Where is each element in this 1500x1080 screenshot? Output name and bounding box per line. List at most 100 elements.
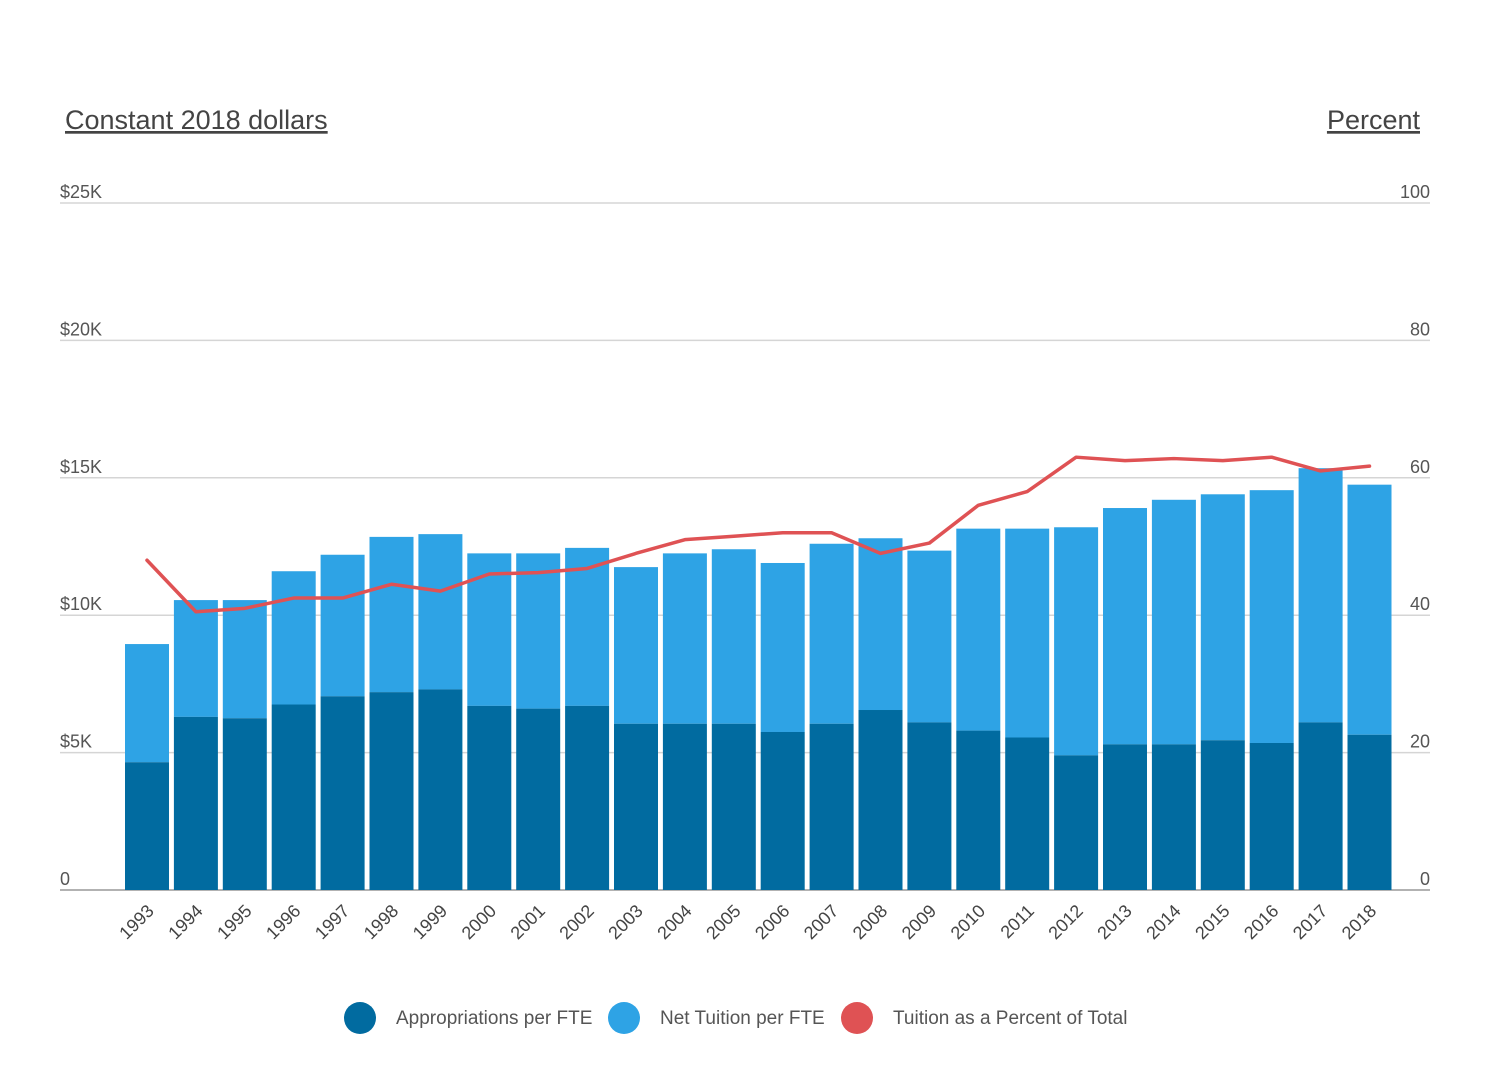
bar-net-tuition xyxy=(516,553,561,709)
line-tuition-percent xyxy=(145,455,1372,614)
bar-appropriations xyxy=(1054,755,1099,890)
right-tick-label: 40 xyxy=(1410,594,1430,614)
bar-appropriations xyxy=(1200,740,1245,890)
left-axis-ticks: 0 $5K $10K $15K $20K $25K xyxy=(60,182,102,889)
legend-marker xyxy=(608,1002,640,1034)
left-tick-label: 0 xyxy=(60,869,70,889)
legend-label: Appropriations per FTE xyxy=(396,1008,592,1029)
bar-appropriations xyxy=(662,723,707,890)
bar-appropriations xyxy=(516,708,561,890)
bar-appropriations xyxy=(956,730,1001,890)
x-tick-label: 2010 xyxy=(947,901,989,943)
bar-net-tuition xyxy=(956,528,1001,731)
x-tick-label: 2014 xyxy=(1142,901,1184,943)
bar-net-tuition xyxy=(1054,527,1099,756)
bar-net-tuition xyxy=(614,567,658,724)
x-tick-label: 2011 xyxy=(997,901,1039,943)
x-tick-label: 2018 xyxy=(1338,901,1380,943)
bar-appropriations xyxy=(418,689,463,890)
bar-appropriations xyxy=(222,718,267,890)
x-tick-label: 1999 xyxy=(409,901,451,943)
bar-appropriations xyxy=(369,692,414,890)
bar-appropriations xyxy=(711,723,756,890)
left-tick-label: $25K xyxy=(60,182,102,202)
bar-appropriations xyxy=(565,705,610,890)
bar-appropriations xyxy=(614,723,658,890)
bar-net-tuition xyxy=(809,543,854,724)
bar-appropriations xyxy=(1005,737,1050,890)
bar-net-tuition xyxy=(711,549,756,724)
legend: Appropriations per FTE Net Tuition per FT… xyxy=(344,1002,1127,1034)
right-tick-label: 80 xyxy=(1410,319,1430,339)
x-tick-label: 2016 xyxy=(1240,901,1282,943)
left-tick-label: $10K xyxy=(60,594,102,614)
right-tick-label: 60 xyxy=(1410,457,1430,477)
x-tick-label: 1997 xyxy=(311,901,353,943)
bar-appropriations xyxy=(809,723,854,890)
bar-net-tuition xyxy=(1200,494,1245,741)
x-tick-label: 2009 xyxy=(898,901,940,943)
bar-appropriations xyxy=(1151,744,1196,890)
bar-appropriations xyxy=(1298,722,1343,890)
x-tick-label: 2000 xyxy=(458,901,500,943)
bar-appropriations xyxy=(467,705,512,890)
bar-appropriations xyxy=(1249,742,1294,890)
x-tick-label: 2013 xyxy=(1093,901,1135,943)
left-tick-label: $20K xyxy=(60,319,102,339)
right-axis-title: Percent xyxy=(1327,105,1421,135)
x-axis-labels: 1993 1994 1995 1996 1997 1998 1999 2000 2001 2002… xyxy=(115,901,1380,943)
x-tick-label: 1995 xyxy=(213,901,255,943)
percent-line-series xyxy=(145,455,1372,614)
bar-net-tuition xyxy=(271,571,316,705)
bar-net-tuition xyxy=(1103,508,1147,745)
x-tick-label: 2003 xyxy=(604,901,646,943)
bar-appropriations xyxy=(125,762,169,890)
bar-appropriations xyxy=(760,731,805,890)
legend-label: Net Tuition per FTE xyxy=(660,1008,825,1029)
bar-appropriations xyxy=(271,704,316,890)
bar-net-tuition xyxy=(907,550,952,723)
right-axis-ticks: 0 20 40 60 80 100 xyxy=(1400,182,1430,889)
left-tick-label: $5K xyxy=(60,732,92,752)
bar-net-tuition xyxy=(760,562,805,732)
bar-net-tuition xyxy=(369,536,414,693)
x-tick-label: 2015 xyxy=(1191,901,1233,943)
bar-net-tuition xyxy=(320,554,365,697)
bar-net-tuition xyxy=(1151,499,1196,745)
x-tick-label: 2007 xyxy=(800,901,842,943)
legend-marker xyxy=(344,1002,376,1034)
bar-net-tuition xyxy=(467,553,512,706)
left-tick-label: $15K xyxy=(60,457,102,477)
bar-net-tuition xyxy=(173,600,218,717)
right-tick-label: 100 xyxy=(1400,182,1430,202)
left-axis-title: Constant 2018 dollars xyxy=(65,105,328,135)
x-tick-label: 2005 xyxy=(702,901,744,943)
legend-label: Tuition as a Percent of Total xyxy=(893,1008,1127,1029)
bar-net-tuition xyxy=(222,600,267,719)
x-tick-label: 1998 xyxy=(360,901,402,943)
bar-appropriations xyxy=(858,710,903,890)
bar-net-tuition xyxy=(1005,528,1050,738)
x-tick-label: 2012 xyxy=(1044,901,1086,943)
x-tick-label: 2008 xyxy=(849,901,891,943)
stacked-bars xyxy=(125,468,1392,890)
bar-net-tuition xyxy=(1249,490,1294,743)
x-tick-label: 2001 xyxy=(507,901,549,943)
bar-appropriations xyxy=(1103,744,1147,890)
x-tick-label: 2002 xyxy=(555,901,597,943)
x-tick-label: 1996 xyxy=(262,901,304,943)
bar-appropriations xyxy=(1347,734,1392,890)
bar-net-tuition xyxy=(1347,484,1392,735)
x-tick-label: 2017 xyxy=(1289,901,1331,943)
x-tick-label: 2004 xyxy=(653,901,695,943)
bar-net-tuition xyxy=(662,553,707,724)
legend-marker xyxy=(841,1002,873,1034)
right-tick-label: 20 xyxy=(1410,732,1430,752)
bar-appropriations xyxy=(907,722,952,890)
bar-net-tuition xyxy=(1298,468,1343,723)
bar-net-tuition xyxy=(125,644,169,763)
bar-net-tuition xyxy=(858,538,903,711)
x-tick-label: 1993 xyxy=(115,901,157,943)
